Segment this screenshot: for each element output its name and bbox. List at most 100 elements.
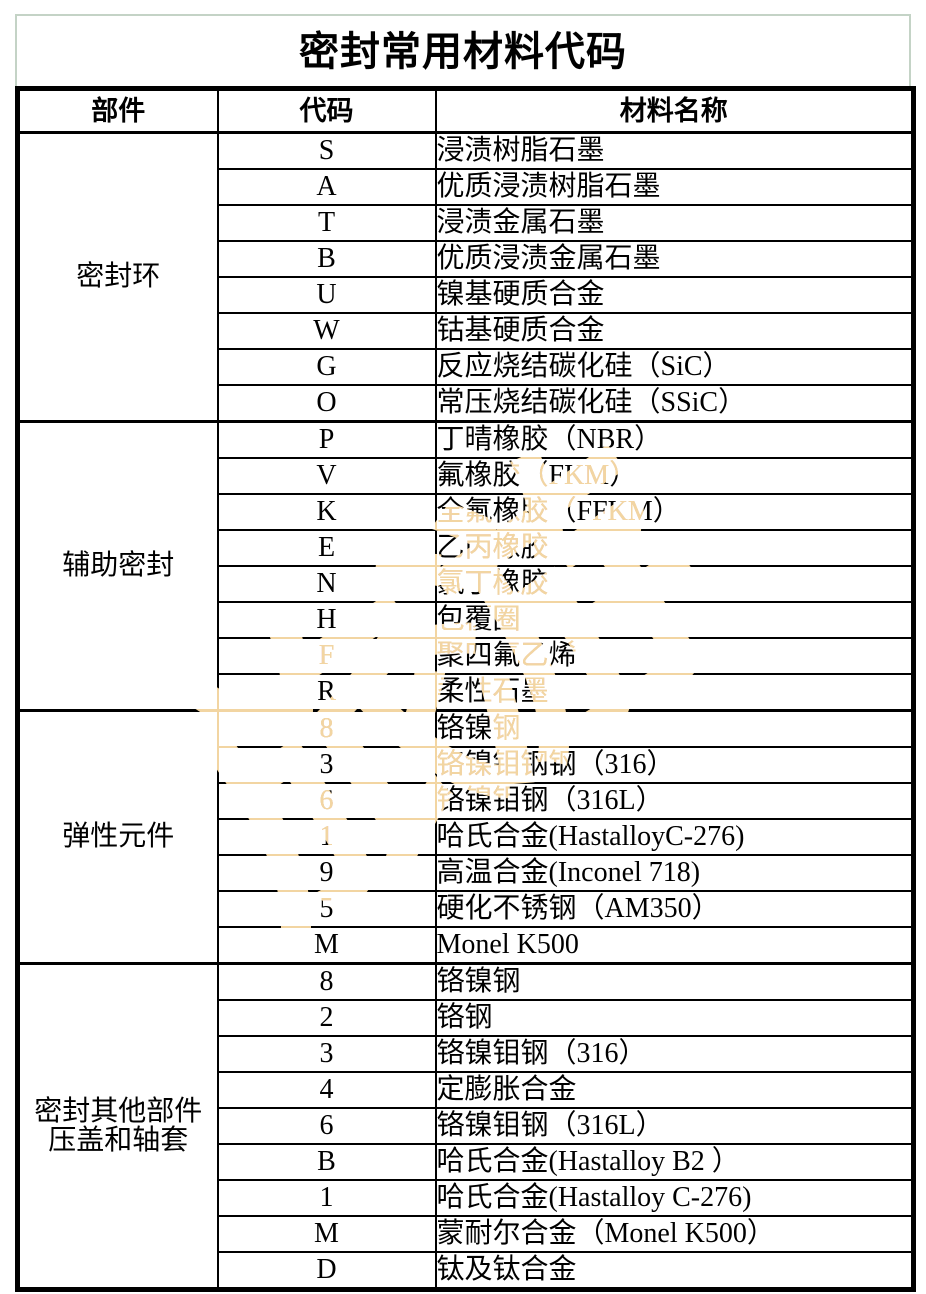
table-row: F 聚四氟乙烯 [18,637,915,675]
table-row: U 镍基硬质合金 [18,276,915,314]
code-cell: M [216,926,437,965]
material-cell: 哈氏合金(Hastalloy C-276) [434,1179,915,1217]
material-cell: 镍基硬质合金 [434,276,915,314]
code-cell: 3 [216,746,437,784]
component-cell: 密封环 [16,131,219,423]
sheet: 密封常用材料代码 部件 代码 材料名称 密封环 S 浸渍树脂石墨 A 优质浸渍树脂石墨 T… [15,14,916,1292]
material-cell: 铬镍钼钢钢（316） [434,746,915,784]
code-cell: S [216,131,437,170]
header-component: 部件 [16,87,219,134]
material-cell: 哈氏合金(HastalloyC-276) [434,818,915,856]
material-cell: 铬镍钼钢（316L） [434,782,915,820]
material-cell: 常压烧结碳化硅（SSiC） [434,384,915,423]
code-cell: K [216,493,437,531]
material-cell: 反应烧结碳化硅（SiC） [434,348,915,386]
material-cell: 哈氏合金(Hastalloy B2 ） [434,1143,915,1181]
material-cell: 氟橡胶（FKM） [434,457,915,495]
table-row: W 钴基硬质合金 [18,312,915,350]
table-row: V 氟橡胶（FKM） [18,457,915,495]
material-cell: 蒙耐尔合金（Monel K500） [434,1215,915,1253]
code-cell: V [216,457,437,495]
table-row: B 优质浸渍金属石墨 [18,240,915,278]
page-title: 密封常用材料代码 [299,29,627,74]
material-cell: 乙丙橡胶 [434,529,915,567]
material-cell: 钴基硬质合金 [434,312,915,350]
table-row: G 反应烧结碳化硅（SiC） [18,348,915,386]
table-row: 3 铬镍钼钢钢（316） [18,746,915,784]
code-cell: 3 [216,1035,437,1073]
table-row: 2 铬钢 [18,999,915,1037]
material-cell: Monel K500 [434,926,915,965]
material-cell: 优质浸渍金属石墨 [434,240,915,278]
material-cell: 硬化不锈钢（AM350） [434,890,915,928]
material-cell: 丁晴橡胶（NBR） [434,420,915,459]
material-cell: 铬钢 [434,999,915,1037]
header-row: 部件 代码 材料名称 [16,87,915,134]
title-box: 密封常用材料代码 [15,14,911,86]
code-cell: 8 [216,709,437,748]
code-cell: H [216,601,437,639]
component-cell: 弹性元件 [16,709,219,965]
code-cell: B [216,240,437,278]
code-cell: E [216,529,437,567]
table-row: 密封环 S 浸渍树脂石墨 [16,131,915,423]
code-cell: 2 [216,999,437,1037]
material-cell: 钛及钛合金 [434,1251,915,1291]
table-row: H 包覆圈 [18,601,915,639]
table-row: M 蒙耐尔合金（Monel K500） [18,1215,915,1253]
material-cell: 包覆圈 [434,601,915,639]
material-cell: 铬镍钢 [434,709,915,748]
component-cell: 辅助密封 [16,420,219,712]
table-row: 1 哈氏合金(Hastalloy C-276) [18,1179,915,1217]
table-row: 4 定膨胀合金 [18,1071,915,1109]
table-row: 弹性元件 8 铬镍钢 [16,709,915,965]
table-row: N 氯丁橡胶 [18,565,915,603]
code-cell: 8 [216,962,437,1001]
material-cell: 高温合金(Inconel 718) [434,854,915,892]
code-cell: N [216,565,437,603]
materials-table: 部件 代码 材料名称 密封环 S 浸渍树脂石墨 A 优质浸渍树脂石墨 T 浸渍金属石墨 B 优质… [15,86,916,1292]
table-row: 9 高温合金(Inconel 718) [18,854,915,892]
table-row: B 哈氏合金(Hastalloy B2 ） [18,1143,915,1181]
table-row: 6 铬镍钼钢（316L） [18,1107,915,1145]
code-cell: 5 [216,890,437,928]
code-cell: 1 [216,1179,437,1217]
header-material: 材料名称 [434,87,915,134]
code-cell: P [216,420,437,459]
materials-table-body: 密封环 S 浸渍树脂石墨 A 优质浸渍树脂石墨 T 浸渍金属石墨 B 优质浸渍金属石墨 U 镍基硬质… [16,131,915,1291]
table-row: M Monel K500 [18,926,915,965]
table-row: 3 铬镍钼钢（316） [18,1035,915,1073]
code-cell: D [216,1251,437,1291]
table-row: T 浸渍金属石墨 [18,204,915,242]
table-row: E 乙丙橡胶 [18,529,915,567]
code-cell: A [216,168,437,206]
material-cell: 柔性石墨 [434,673,915,712]
material-cell: 铬镍钼钢（316） [434,1035,915,1073]
code-cell: F [216,637,437,675]
material-cell: 全氟橡胶（FFKM） [434,493,915,531]
table-row: O 常压烧结碳化硅（SSiC） [18,384,915,423]
material-cell: 浸渍金属石墨 [434,204,915,242]
code-cell: M [216,1215,437,1253]
code-cell: T [216,204,437,242]
table-row: R 柔性石墨 [18,673,915,712]
code-cell: R [216,673,437,712]
code-cell: 6 [216,1107,437,1145]
code-cell: W [216,312,437,350]
code-cell: U [216,276,437,314]
table-row: 6 铬镍钼钢（316L） [18,782,915,820]
material-cell: 浸渍树脂石墨 [434,131,915,170]
header-code: 代码 [216,87,437,134]
table-row: K 全氟橡胶（FFKM） [18,493,915,531]
table-row: A 优质浸渍树脂石墨 [18,168,915,206]
table-row: 5 硬化不锈钢（AM350） [18,890,915,928]
code-cell: 6 [216,782,437,820]
material-cell: 定膨胀合金 [434,1071,915,1109]
code-cell: O [216,384,437,423]
component-cell: 密封其他部件 压盖和轴套 [16,962,219,1291]
table-row: 密封其他部件 压盖和轴套 8 铬镍钢 [16,962,915,1291]
code-cell: G [216,348,437,386]
material-cell: 铬镍钢 [434,962,915,1001]
material-cell: 氯丁橡胶 [434,565,915,603]
code-cell: 9 [216,854,437,892]
